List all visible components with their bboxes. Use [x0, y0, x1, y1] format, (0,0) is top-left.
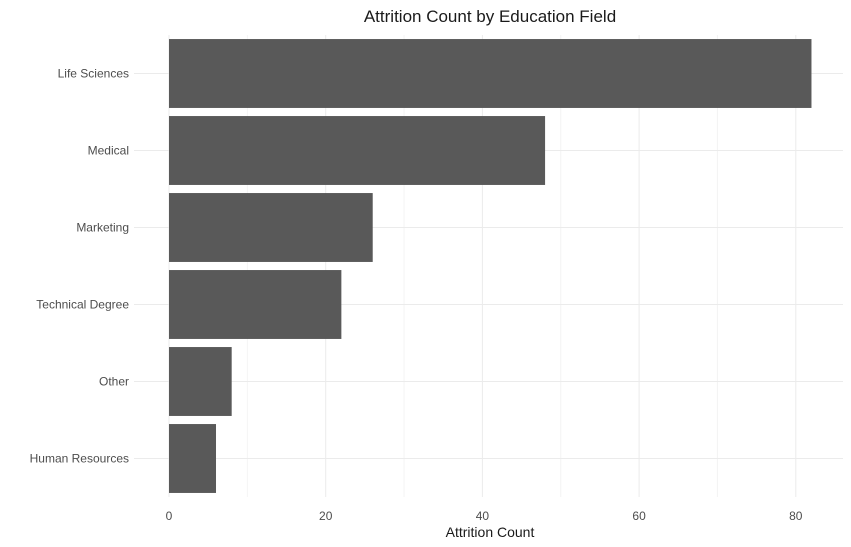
chart-title: Attrition Count by Education Field — [364, 7, 616, 26]
x-tick-label: 80 — [789, 509, 803, 523]
y-tick-label: Marketing — [76, 221, 129, 235]
bars — [169, 39, 812, 493]
y-tick-label: Medical — [88, 144, 129, 158]
bar — [169, 424, 217, 493]
x-tick-label: 20 — [319, 509, 333, 523]
bar — [169, 347, 232, 416]
bar — [169, 270, 342, 339]
x-axis-title: Attrition Count — [446, 524, 535, 540]
x-tick-label: 40 — [476, 509, 490, 523]
y-tick-label: Life Sciences — [58, 67, 129, 81]
x-axis-labels: 0 20 40 60 80 — [166, 509, 803, 523]
bar — [169, 193, 373, 262]
y-tick-label: Human Resources — [30, 452, 129, 466]
bar — [169, 39, 812, 108]
bar — [169, 116, 546, 185]
x-tick-label: 0 — [166, 509, 173, 523]
y-axis-labels: Life Sciences Medical Marketing Technical D… — [30, 67, 130, 466]
y-tick-label: Other — [99, 375, 129, 389]
x-tick-label: 60 — [632, 509, 646, 523]
y-tick-label: Technical Degree — [36, 298, 129, 312]
